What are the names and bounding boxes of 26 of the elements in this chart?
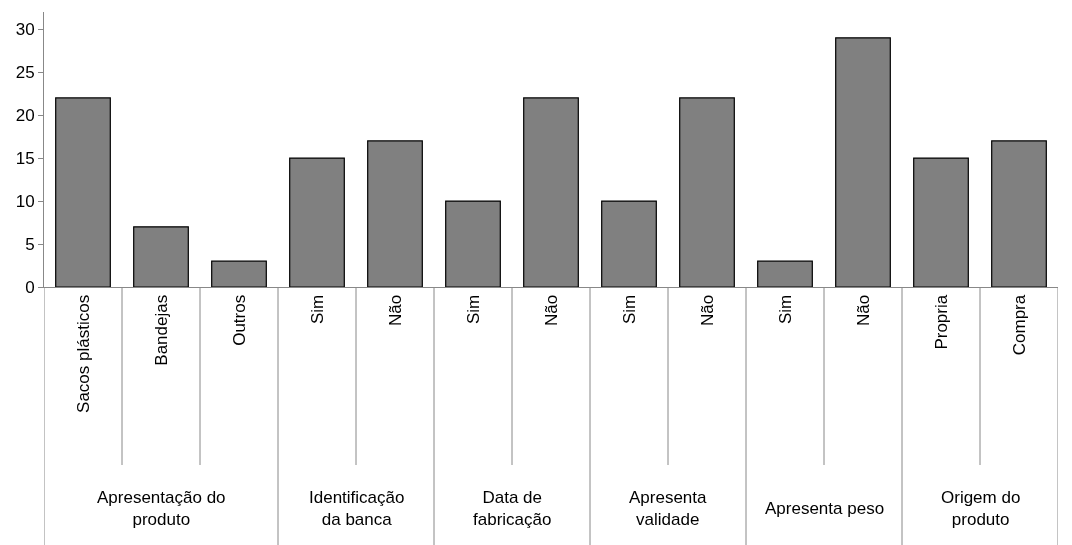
x-tick-label: Sim	[775, 294, 795, 325]
y-tick-label: 15	[15, 149, 35, 169]
x-tick-label: Não	[541, 294, 561, 326]
x-tick-label: Não	[853, 294, 873, 326]
x-tick-label: Bandejas	[151, 294, 171, 366]
text: Origem do produto	[941, 488, 1021, 530]
text: Apresenta peso	[765, 499, 885, 518]
y-tick-label: 25	[15, 63, 35, 83]
x-tick-label: Não	[697, 294, 717, 326]
x-tick-label: Sim	[463, 294, 483, 325]
y-tick-label: 30	[15, 20, 35, 40]
y-tick-label: 0	[25, 277, 35, 297]
y-tick-label: 20	[15, 106, 35, 126]
text: Apresentação do produto	[97, 488, 226, 530]
x-tick-label: Não	[385, 294, 405, 326]
text: Apresenta validade	[629, 488, 708, 530]
x-tick-label: Outros	[229, 294, 249, 346]
x-tick-label: Sim	[307, 294, 327, 325]
text: Identificação da banca	[309, 488, 405, 530]
y-tick-label: 5	[25, 234, 35, 254]
x-tick-label: Compra	[1009, 294, 1029, 356]
text: Data de fabricação	[473, 488, 552, 530]
y-tick-label: 10	[15, 192, 35, 212]
x-tick-label: Sacos plásticos	[73, 294, 93, 413]
x-tick-label: Propria	[931, 294, 951, 350]
x-tick-label: Sim	[619, 294, 639, 325]
